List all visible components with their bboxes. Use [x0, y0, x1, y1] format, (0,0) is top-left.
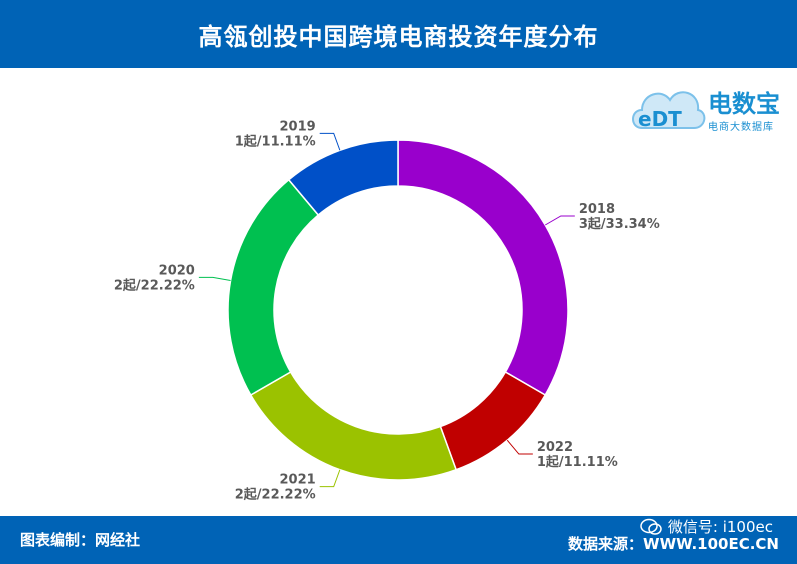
- wechat-badge: 微信号: i100ec: [640, 516, 773, 537]
- donut-slice-2021: [249, 370, 458, 481]
- logo: eDT 电数宝 电商大数据库: [628, 80, 793, 136]
- slice-label-value-2020: 2起/22.22%: [114, 277, 195, 293]
- leader-line-2018: [544, 215, 575, 226]
- chart-title: 高瓴创投中国跨境电商投资年度分布: [198, 22, 599, 51]
- cloud-logo-icon: eDT: [632, 91, 706, 131]
- slice-label-value-2019: 1起/11.11%: [235, 133, 316, 149]
- leader-line-2022: [506, 439, 533, 455]
- slice-label-value-2022: 1起/11.11%: [537, 454, 618, 470]
- donut-slice-2022: [439, 370, 547, 471]
- leader-line-2019: [319, 132, 341, 151]
- slice-label-value-2021: 2起/22.22%: [235, 487, 316, 503]
- donut-chart: 20183起/33.34%20221起/11.11%20212起/22.22%2…: [114, 119, 660, 503]
- leader-line-2021: [319, 469, 341, 488]
- leader-line-2020: [198, 276, 231, 281]
- slice-label-year-2022: 2022: [537, 440, 573, 455]
- wechat-icon: [640, 518, 662, 535]
- title-bar: 高瓴创投中国跨境电商投资年度分布: [0, 0, 797, 68]
- logo-subtitle: 电商大数据库: [708, 122, 774, 133]
- slice-label-year-2021: 2021: [280, 473, 316, 488]
- logo-mark: eDT: [638, 107, 682, 131]
- footer-bar: 图表编制：网经社 微信号: i100ec 数据来源：WWW.100EC.CN: [0, 516, 797, 564]
- donut-slice-2018: [397, 139, 569, 397]
- footer-editor: 图表编制：网经社: [20, 531, 141, 549]
- slice-label-value-2018: 3起/33.34%: [579, 216, 660, 232]
- slice-label-year-2018: 2018: [579, 202, 615, 217]
- donut-slice-2019: [287, 139, 399, 217]
- logo-brand: 电数宝: [708, 90, 780, 118]
- footer-source: 数据来源：WWW.100EC.CN: [568, 535, 779, 553]
- slice-label-year-2020: 2020: [159, 263, 195, 278]
- slice-label-year-2019: 2019: [280, 119, 316, 134]
- wechat-id: 微信号: i100ec: [667, 518, 773, 536]
- donut-slice-2020: [227, 178, 320, 397]
